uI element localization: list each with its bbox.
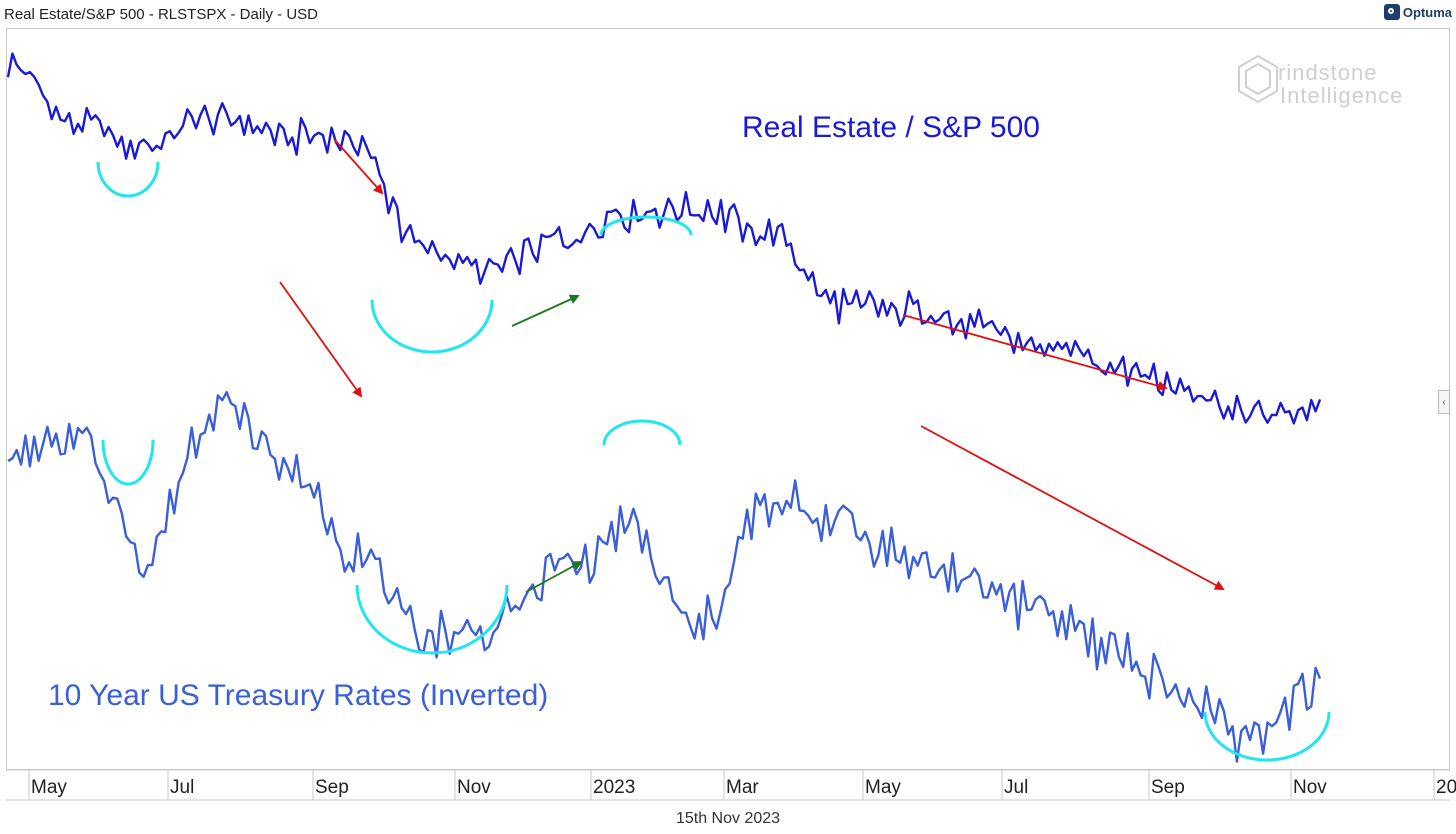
rise-arrow [511, 294, 580, 327]
decline-arrow [279, 281, 363, 398]
chart-title: Real Estate/S&P 500 - RLSTSPX - Daily - … [4, 6, 319, 23]
x-tick-label: May [865, 777, 901, 798]
x-tick-label: Nov [1293, 777, 1327, 798]
scroll-handle[interactable]: ‹ [1438, 390, 1450, 414]
grindstone-logo-icon [1238, 54, 1278, 104]
x-axis[interactable]: May Jul Sep Nov 2023 Mar May Jul Sep Nov 20 [28, 770, 1456, 800]
series-line-treasury [7, 391, 1322, 763]
decline-arrow [333, 138, 384, 195]
rise-arrow [525, 561, 583, 593]
x-tick-label: 20 [1436, 777, 1456, 798]
x-tick-label: Jul [1004, 777, 1028, 798]
brand-logo: Optuma [1383, 4, 1452, 20]
trough-arc [370, 299, 494, 354]
x-tick-label: Sep [1151, 777, 1185, 798]
annotations [96, 138, 1331, 762]
series-label-treasury: 10 Year US Treasury Rates (Inverted) [48, 679, 548, 712]
trough-arc [355, 584, 509, 655]
peak-arc [599, 215, 693, 236]
peak-arc [602, 419, 682, 446]
optuma-logo-icon [1383, 4, 1400, 20]
brand-name: Optuma [1402, 4, 1452, 20]
decline-arrow [920, 425, 1225, 590]
watermark-line-1: rindstone [1278, 60, 1378, 85]
x-tick-label: Nov [457, 777, 491, 798]
decline-arrow [902, 314, 1168, 391]
trough-arc [1203, 711, 1331, 762]
x-tick-label: May [31, 777, 67, 798]
series-line-real-estate [6, 52, 1322, 425]
x-tick-label: Sep [315, 777, 349, 798]
trough-arc [101, 439, 155, 486]
series-label-real-estate: Real Estate / S&P 500 [742, 111, 1040, 144]
x-tick-label: Mar [726, 777, 759, 798]
date-footer: 15th Nov 2023 [675, 810, 781, 827]
trough-arc [96, 161, 160, 198]
x-tick-label: Jul [170, 777, 194, 798]
x-tick-label: 2023 [593, 777, 635, 798]
watermark-line-2: Intelligence [1280, 83, 1404, 108]
